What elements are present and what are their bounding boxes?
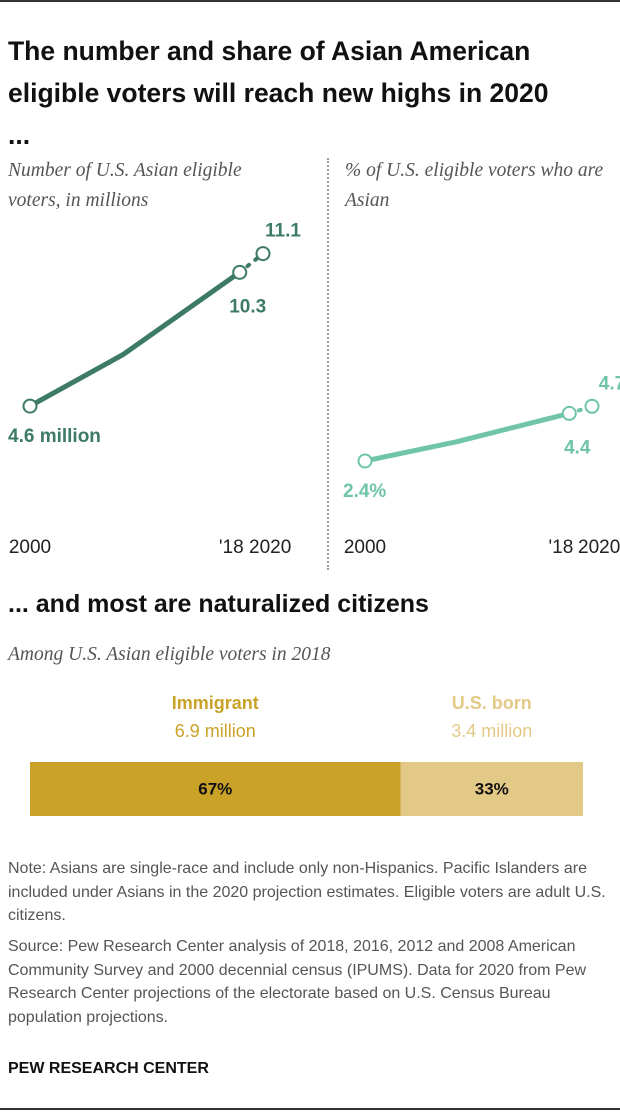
legend-label: Immigrant (172, 693, 259, 713)
bar-segment (30, 762, 401, 816)
legend-label: U.S. born (452, 693, 532, 713)
note: Note: Asians are single-race and include… (8, 860, 606, 924)
value-label: 4.6 million (8, 426, 101, 447)
footer: PEW RESEARCH CENTER (8, 1060, 209, 1077)
chart-subtitle: % of U.S. eligible voters who are Asian (345, 160, 604, 211)
point (22, 398, 38, 414)
bar-label: 33% (475, 779, 509, 798)
section-title: ... and most are naturalized citizens (8, 590, 429, 618)
point (561, 405, 577, 421)
count-label: 3.4 million (451, 721, 532, 741)
x-tick-label: 2020 (578, 537, 620, 558)
title: The number and share of Asian American e… (8, 36, 549, 150)
value-label: 10.3 (229, 296, 266, 317)
top-rule (0, 0, 620, 2)
x-tick-label: '18 (219, 537, 244, 558)
value-label: 2.4% (343, 481, 386, 502)
point (255, 246, 271, 262)
value-label: 11.1 (265, 221, 301, 242)
point (584, 398, 600, 414)
chart-subtitle: Number of U.S. Asian eligible voters, in… (8, 160, 242, 211)
x-tick-label: 2000 (344, 537, 386, 558)
count-label: 6.9 million (175, 721, 256, 741)
value-label: 4.7 (599, 373, 620, 394)
point (232, 264, 248, 280)
source: Source: Pew Research Center analysis of … (8, 938, 587, 1026)
bottom-rule (0, 1108, 620, 1110)
line (362, 410, 572, 464)
x-tick-label: 2000 (9, 537, 51, 558)
divider (327, 158, 329, 570)
x-tick-label: 2020 (249, 537, 291, 558)
section-subtitle: Among U.S. Asian eligible voters in 2018 (8, 644, 331, 665)
bar-segment (400, 762, 583, 816)
value-label: 4.4 (564, 437, 591, 458)
x-tick-label: '18 (549, 537, 574, 558)
point (357, 453, 373, 469)
bar-label: 67% (198, 779, 232, 798)
line (27, 269, 243, 409)
